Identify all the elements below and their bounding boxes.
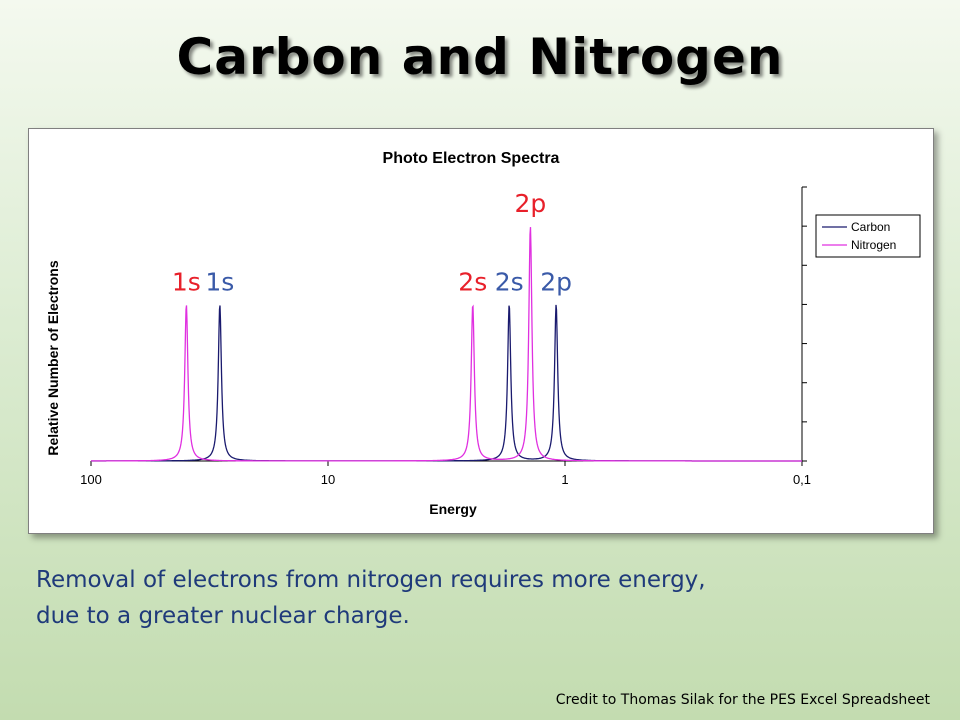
chart-panel: Photo Electron Spectra Relative Number o… (28, 128, 934, 534)
x-tick-label: 100 (80, 472, 102, 487)
credit-text: Credit to Thomas Silak for the PES Excel… (555, 692, 930, 708)
peak-label-carbon-1s: 1s (205, 267, 234, 296)
chart-title: Photo Electron Spectra (383, 150, 560, 167)
x-tick-label: 0,1 (793, 472, 811, 487)
legend: Carbon Nitrogen (815, 214, 921, 258)
pes-chart: Photo Electron Spectra Relative Number o… (45, 150, 921, 517)
peak-label-nitrogen-2p: 2p (514, 189, 546, 218)
caption-line-2: due to a greater nuclear charge. (36, 603, 410, 629)
x-tick-label: 10 (321, 472, 335, 487)
peak-label-carbon-2s: 2s (495, 267, 524, 296)
peak-label-carbon-2p: 2p (540, 267, 572, 296)
legend-box (815, 214, 921, 258)
series-line-nitrogen (91, 227, 802, 462)
caption: Removal of electrons from nitrogen requi… (36, 562, 936, 634)
caption-line-1: Removal of electrons from nitrogen requi… (36, 567, 706, 593)
y-axis-label: Relative Number of Electrons (45, 260, 61, 455)
series-line-carbon (91, 304, 802, 462)
peak-label-nitrogen-2s: 2s (458, 267, 487, 296)
x-axis-label: Energy (429, 501, 477, 517)
legend-label-nitrogen: Nitrogen (851, 238, 896, 252)
axes: 100 10 1 0,1 (80, 186, 811, 487)
x-tick-label: 1 (561, 472, 568, 487)
legend-label-carbon: Carbon (851, 220, 890, 234)
series-lines (91, 227, 802, 462)
slide-title: Carbon and Nitrogen (176, 28, 784, 86)
peak-label-nitrogen-1s: 1s (172, 267, 201, 296)
peak-labels: 1s 2s 2p 1s 2s 2p (172, 189, 572, 296)
